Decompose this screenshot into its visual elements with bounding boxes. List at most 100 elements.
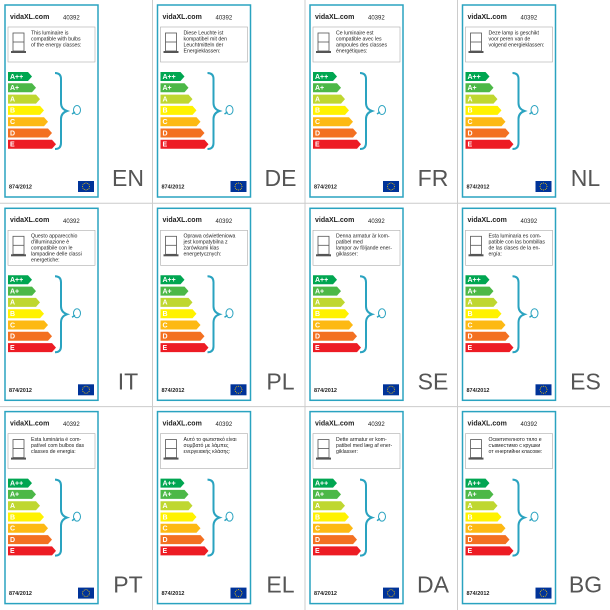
eu-star (88, 184, 90, 186)
eu-star (539, 391, 541, 393)
class-label: A+ (468, 288, 477, 295)
eu-star (82, 186, 83, 187)
class-label: A++ (468, 277, 481, 284)
eu-star (87, 392, 89, 394)
energy-label: vidaXL.com 40392 Denna armatur är kom-pati… (309, 207, 448, 402)
class-bar (160, 535, 205, 545)
bulb-base (71, 314, 76, 318)
class-label: A+ (10, 492, 19, 499)
info-box (465, 433, 553, 469)
class-label: A++ (10, 277, 23, 284)
brace (207, 275, 223, 354)
eu-star (544, 589, 546, 591)
bulb-icon (73, 308, 81, 319)
class-label: E (468, 548, 473, 555)
class-bar (465, 331, 510, 341)
eu-star (241, 592, 243, 594)
bulb-icon (378, 511, 386, 522)
eu-star (238, 385, 239, 387)
info-box (7, 230, 96, 266)
class-bar (8, 286, 36, 296)
class-label: A+ (10, 288, 19, 295)
class-label: C (10, 119, 15, 126)
eu-flag (78, 587, 94, 599)
eu-star (544, 189, 546, 191)
class-label: D (163, 130, 168, 137)
class-label: B (315, 108, 320, 115)
class-bar (160, 286, 189, 296)
product-code: 40392 (368, 219, 385, 225)
class-bar (313, 105, 349, 115)
class-bar (8, 523, 48, 533)
eu-star (394, 592, 395, 594)
compatibility-text: ergía: (489, 252, 502, 258)
lamp-icon-base (163, 457, 179, 460)
eu-star (83, 182, 85, 184)
brand-logo: vidaXL.com (163, 420, 202, 427)
class-label: A (163, 300, 168, 307)
regulation: 874/2012 (9, 184, 32, 190)
class-bar (8, 501, 40, 511)
class-label: E (315, 345, 320, 352)
eu-star (87, 386, 89, 388)
eu-star (543, 589, 544, 591)
class-bar (8, 535, 52, 545)
class-bar (8, 546, 56, 556)
class-bar (8, 309, 44, 319)
eu-star (236, 386, 238, 388)
eu-star (546, 184, 548, 186)
info-box (7, 433, 96, 469)
class-bar (465, 309, 502, 319)
eu-star (236, 182, 238, 184)
info-box (312, 26, 401, 63)
eu-star (234, 184, 236, 186)
eu-flag (535, 181, 552, 192)
class-bar (465, 489, 494, 499)
compatibility-text: energetycznych: (184, 252, 222, 258)
eu-star (83, 589, 85, 591)
eu-star (88, 590, 90, 592)
class-label: A++ (315, 74, 328, 81)
bulb-base (71, 111, 76, 115)
energy-label: vidaXL.com 40392 Αυτό το φωτιστικό είναισυ… (156, 410, 295, 605)
class-label: A++ (468, 480, 481, 487)
class-bar (465, 512, 502, 522)
brand-logo: vidaXL.com (163, 14, 202, 21)
lamp-icon-base (316, 254, 331, 257)
eu-star (83, 595, 85, 597)
eu-flag (383, 181, 399, 192)
compatibility-text: giklasser: (336, 449, 358, 455)
brace (207, 478, 223, 557)
eu-star (83, 386, 85, 388)
language-code: BG (569, 572, 602, 598)
compatibility-text: patible con las bombillas (489, 240, 546, 246)
eu-star (239, 189, 241, 191)
compatibility-text: lampor av följande ener- (336, 246, 392, 252)
class-label: B (10, 311, 15, 318)
eu-star (89, 389, 90, 391)
class-label: C (10, 322, 15, 329)
class-label: A++ (163, 480, 176, 487)
eu-star (238, 189, 239, 191)
eu-star (88, 187, 90, 189)
class-label: C (468, 526, 473, 533)
bulb-base (224, 517, 228, 522)
eu-star (85, 392, 87, 394)
lamp-icon-base (11, 457, 26, 460)
compatibility-text: съвместимо с крушки (489, 443, 541, 449)
class-label: A (315, 503, 320, 510)
compatibility-text: volgend energieklassen: (489, 42, 545, 48)
eu-star (544, 595, 546, 597)
brace (54, 478, 71, 557)
class-bar (160, 478, 185, 488)
class-bar (160, 105, 197, 115)
class-bar (313, 286, 341, 296)
info-box (160, 433, 248, 469)
product-code: 40392 (368, 16, 385, 22)
class-label: A (468, 96, 473, 103)
eu-star (392, 189, 394, 191)
eu-star (392, 182, 394, 184)
bulb-icon (530, 105, 539, 115)
class-label: D (315, 537, 320, 544)
